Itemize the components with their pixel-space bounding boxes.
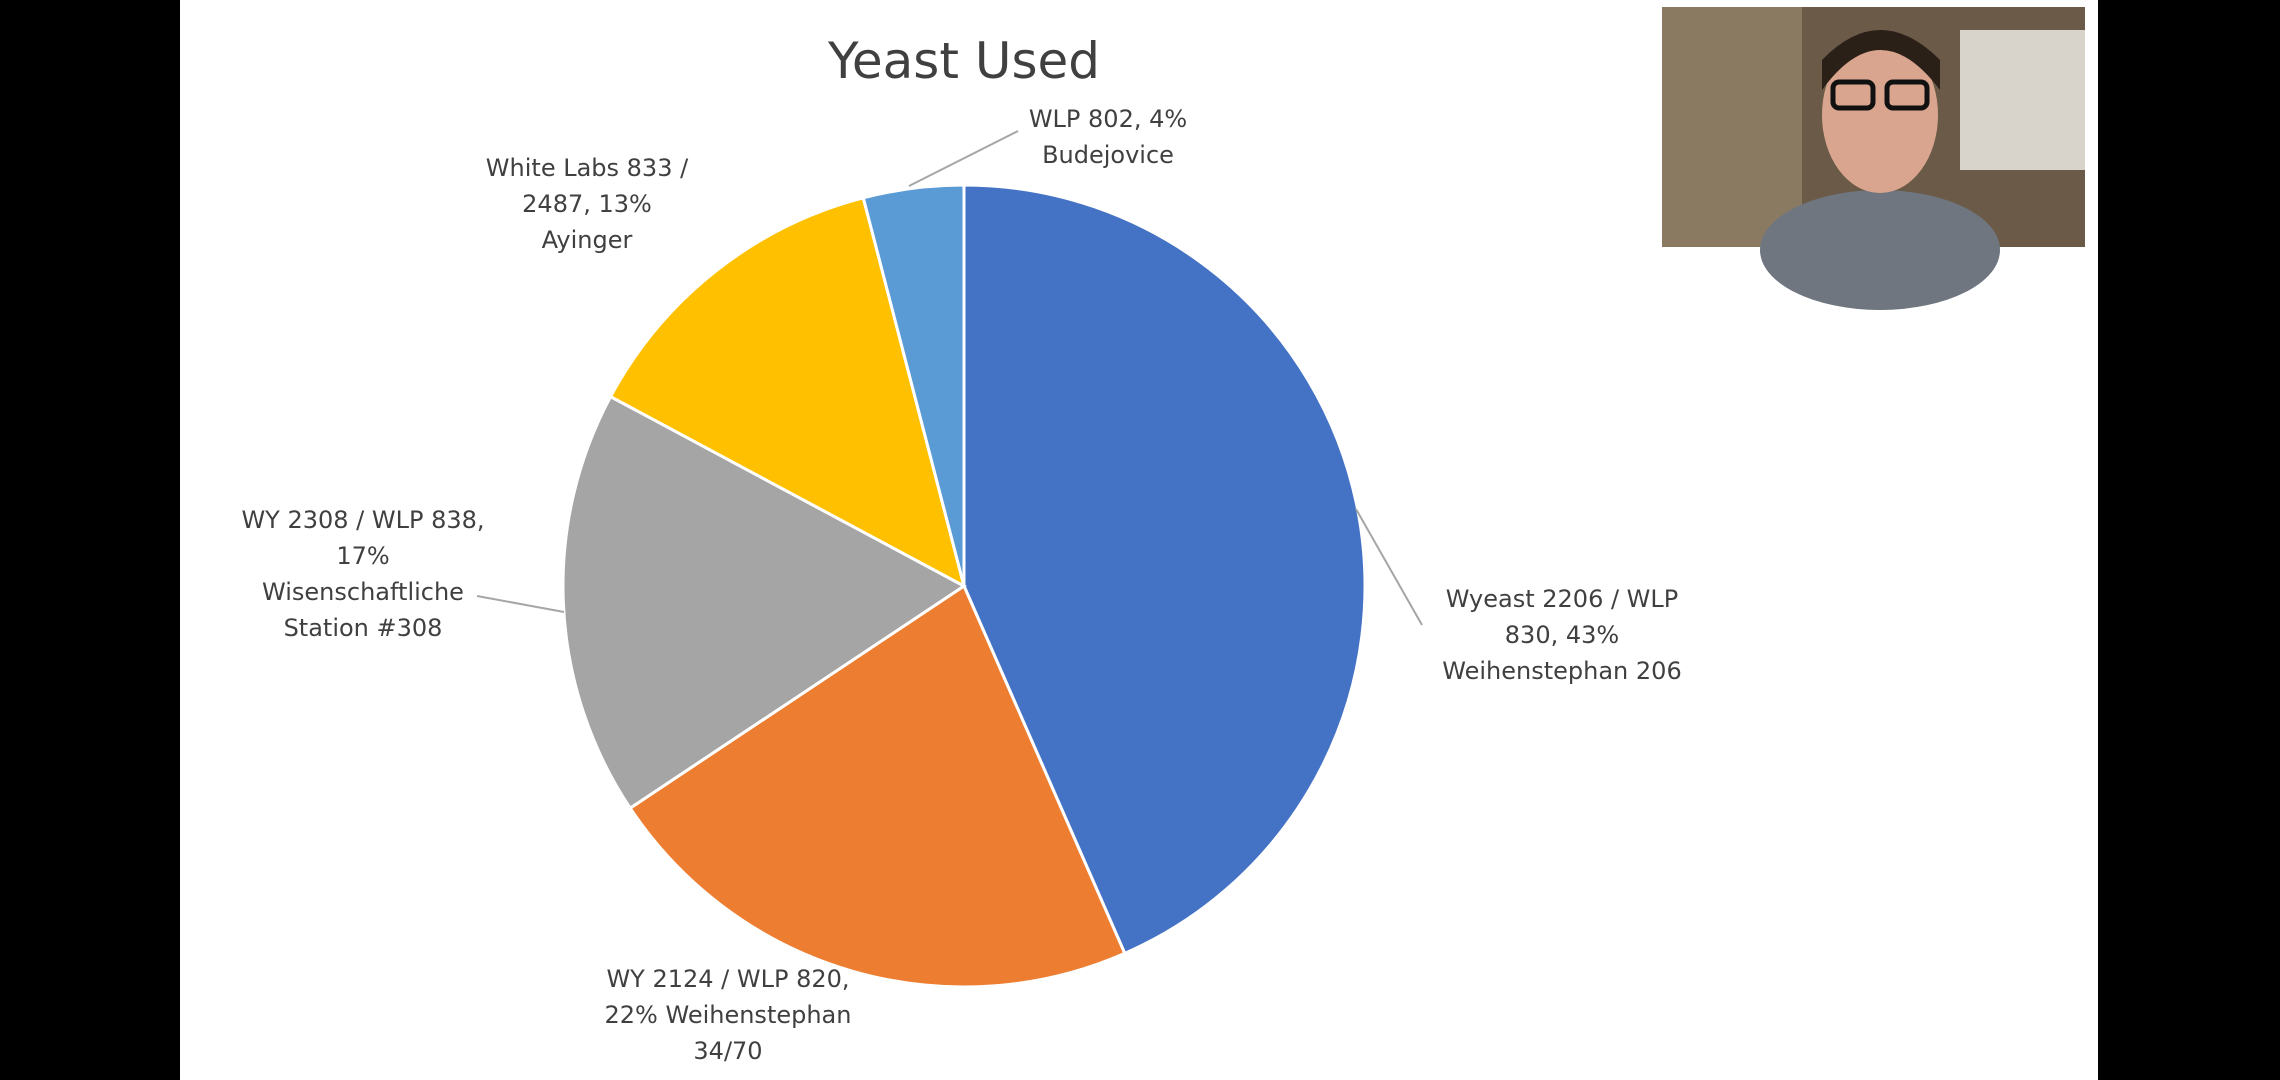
leader-line — [1355, 508, 1423, 626]
data-label: WY 2124 / WLP 820, 22% Weihenstephan 34/… — [604, 965, 852, 1065]
leader-lines — [476, 130, 1423, 626]
pie-slice — [861, 183, 966, 587]
webcam-glasses — [1884, 79, 1930, 111]
webcam-person-hair — [1822, 30, 1940, 90]
pie-slice — [962, 183, 1367, 956]
leader-line — [476, 595, 565, 613]
pie-slice — [608, 196, 967, 589]
data-label: Wyeast 2206 / WLP 830, 43% Weihenstephan… — [1442, 585, 1682, 685]
webcam-person-head — [1822, 37, 1938, 193]
webcam-person-body — [1760, 190, 2000, 310]
pie — [561, 183, 1367, 989]
data-label: WY 2308 / WLP 838, 17% Wisenschaftliche … — [241, 506, 485, 642]
data-label: White Labs 833 / 2487, 13% Ayinger — [485, 154, 689, 254]
webcam-glasses — [1830, 79, 1876, 111]
webcam-wall — [1960, 30, 2085, 170]
webcam-scene — [1662, 7, 1802, 247]
data-label: WLP 802, 4% Budejovice — [1028, 105, 1188, 169]
chart-title: Yeast Used — [828, 32, 1100, 90]
leader-line — [908, 130, 1019, 187]
pie-slice — [628, 583, 1127, 989]
pie-slice — [561, 394, 967, 811]
webcam-feed — [1662, 7, 2085, 310]
